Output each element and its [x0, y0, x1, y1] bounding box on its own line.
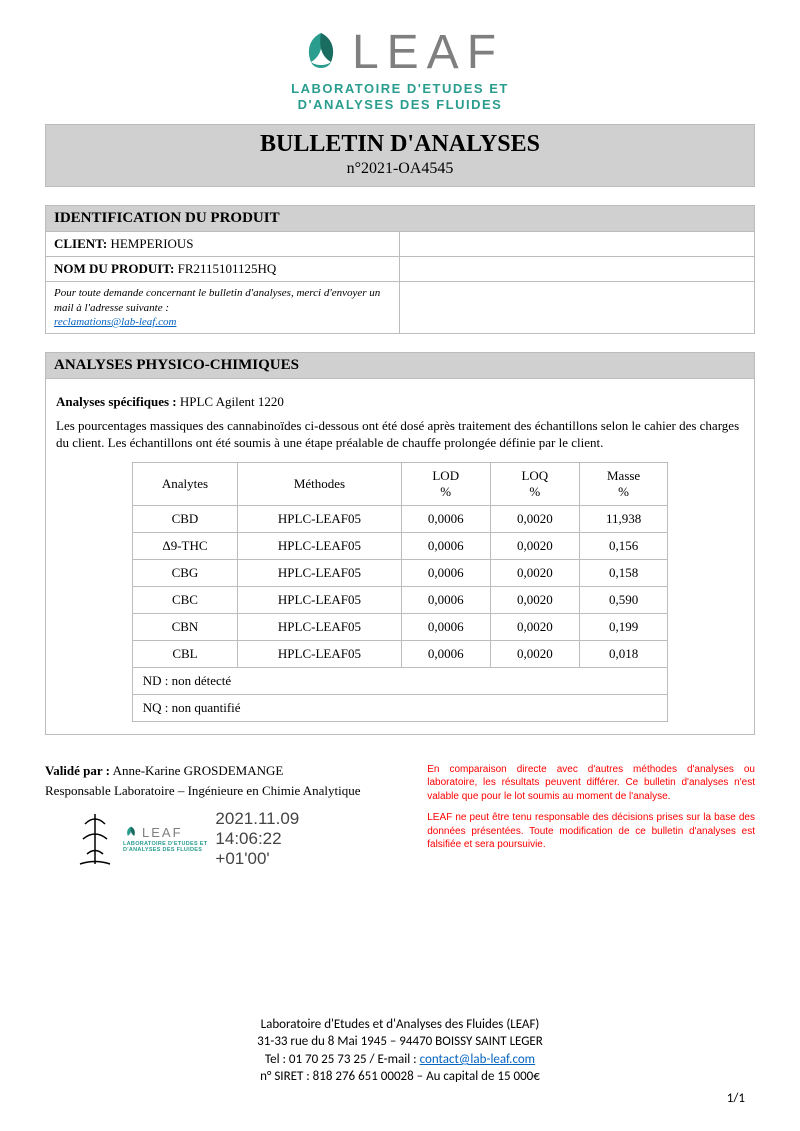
leaf-icon	[296, 28, 346, 78]
page-number: 1/1	[727, 1091, 745, 1106]
client-cell: CLIENT: HEMPERIOUS	[46, 232, 400, 257]
table-header: Masse%	[579, 462, 667, 505]
reclamation-email-link[interactable]: reclamations@lab-leaf.com	[54, 316, 176, 328]
signature-icon	[75, 809, 115, 869]
analysis-header: ANALYSES PHYSICO-CHIMIQUES	[46, 353, 754, 379]
footer-name: Laboratoire d'Etudes et d'Analyses des F…	[0, 1016, 800, 1034]
table-row: CBLHPLC-LEAF050,00060,00200,018	[132, 640, 668, 667]
analysis-section: ANALYSES PHYSICO-CHIMIQUES Analyses spéc…	[45, 352, 755, 735]
table-row: Δ9-THCHPLC-LEAF050,00060,00200,156	[132, 532, 668, 559]
logo-brand-text: LEAF	[352, 25, 504, 80]
disclaimer-text: En comparaison directe avec d'autres mét…	[427, 763, 755, 869]
logo-subtitle: LABORATOIRE D'ETUDES ET D'ANALYSES DES F…	[45, 81, 755, 115]
table-row: CBNHPLC-LEAF050,00060,00200,199	[132, 613, 668, 640]
table-note-row: NQ : non quantifié	[132, 694, 668, 721]
footer-email-link[interactable]: contact@lab-leaf.com	[420, 1052, 536, 1067]
identification-header: IDENTIFICATION DU PRODUIT	[46, 206, 754, 232]
table-header: Analytes	[132, 462, 238, 505]
validation-block: Validé par : Anne-Karine GROSDEMANGE Res…	[45, 763, 407, 869]
footer-siret: n° SIRET : 818 276 651 00028 – Au capita…	[0, 1068, 800, 1086]
specific-analysis: Analyses spécifiques : HPLC Agilent 1220	[56, 393, 744, 411]
document-number: n°2021-OA4545	[46, 160, 754, 178]
title-bar: BULLETIN D'ANALYSES n°2021-OA4545	[45, 124, 755, 187]
analysis-description: Les pourcentages massiques des cannabino…	[56, 417, 744, 452]
product-cell: NOM DU PRODUIT: FR2115101125HQ	[46, 257, 400, 282]
footer: Laboratoire d'Etudes et d'Analyses des F…	[0, 1016, 800, 1086]
validator-role: Responsable Laboratoire – Ingénieure en …	[45, 783, 407, 799]
document-title: BULLETIN D'ANALYSES	[46, 131, 754, 158]
table-row: CBDHPLC-LEAF050,00060,002011,938	[132, 505, 668, 532]
table-row: CBGHPLC-LEAF050,00060,00200,158	[132, 559, 668, 586]
table-header: Méthodes	[238, 462, 401, 505]
footer-contact: Tel : 01 70 25 73 25 / E-mail : contact@…	[0, 1051, 800, 1069]
table-row: CBCHPLC-LEAF050,00060,00200,590	[132, 586, 668, 613]
validator-name: Anne-Karine GROSDEMANGE	[113, 763, 284, 778]
reclamation-note: Pour toute demande concernant le bulleti…	[46, 282, 400, 333]
results-table: AnalytesMéthodesLOD%LOQ%Masse% CBDHPLC-L…	[132, 462, 669, 722]
footer-address: 31-33 rue du 8 Mai 1945 – 94470 BOISSY S…	[0, 1033, 800, 1051]
table-note-row: ND : non détecté	[132, 667, 668, 694]
leaf-icon	[123, 825, 139, 841]
table-header: LOQ%	[490, 462, 579, 505]
identification-section: IDENTIFICATION DU PRODUIT CLIENT: HEMPER…	[45, 205, 755, 334]
stamp-timestamp: 2021.11.09 14:06:22 +01'00'	[215, 809, 299, 868]
table-header: LOD%	[401, 462, 490, 505]
header-logo: LEAF LABORATOIRE D'ETUDES ET D'ANALYSES …	[45, 25, 755, 114]
signature-stamp: LEAF LABORATOIRE D'ETUDES ET D'ANALYSES …	[75, 809, 407, 869]
